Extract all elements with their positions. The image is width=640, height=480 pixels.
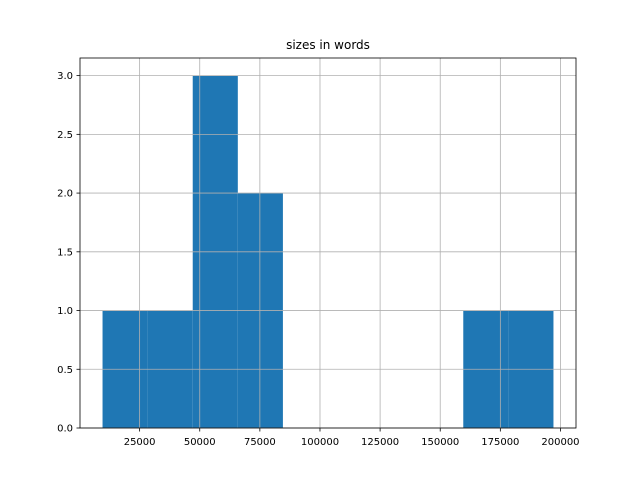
x-tick-label: 25000 (124, 437, 156, 448)
y-tick-label: 1.5 (57, 247, 73, 258)
x-tick-label: 175000 (481, 437, 519, 448)
y-tick-label: 1.0 (57, 306, 73, 317)
x-tick-label: 100000 (301, 437, 339, 448)
x-tick-label: 125000 (361, 437, 399, 448)
y-tick-label: 0.0 (57, 424, 73, 435)
plot-frame (79, 57, 577, 429)
y-tick-label: 3.0 (57, 71, 73, 82)
y-tick-label: 2.0 (57, 189, 73, 200)
x-tick-label: 150000 (421, 437, 459, 448)
x-tick-label: 50000 (184, 437, 216, 448)
x-tick-label: 75000 (244, 437, 276, 448)
chart-title: sizes in words (286, 38, 370, 52)
y-tick-label: 0.5 (57, 365, 73, 376)
y-tick-label: 2.5 (57, 130, 73, 141)
x-tick-label: 200000 (541, 437, 579, 448)
